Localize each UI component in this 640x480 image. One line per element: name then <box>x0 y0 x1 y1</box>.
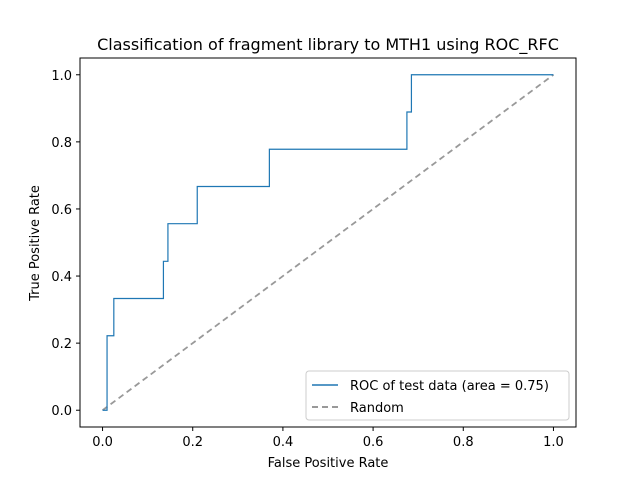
legend-label-random: Random <box>350 401 404 416</box>
legend: ROC of test data (area = 0.75) Random <box>305 370 570 421</box>
legend-box <box>305 370 570 421</box>
x-tick-label: 0.0 <box>92 435 113 450</box>
y-axis-ticks: 0.0 0.2 0.4 0.6 0.8 1.0 <box>51 69 80 419</box>
axes-frame <box>79 57 577 428</box>
x-axis-ticks: 0.0 0.2 0.4 0.6 0.8 1.0 <box>92 427 564 450</box>
y-tick-label: 0.6 <box>51 203 72 218</box>
x-tick-label: 0.4 <box>273 435 294 450</box>
x-tick-label: 0.8 <box>453 435 474 450</box>
series-line-roc <box>102 74 554 411</box>
series-line-random <box>102 74 554 411</box>
x-tick-label: 1.0 <box>543 435 564 450</box>
y-tick-label: 0.4 <box>51 270 72 285</box>
x-tick-label: 0.6 <box>363 435 384 450</box>
y-axis-label: True Positive Rate <box>28 185 43 302</box>
x-tick-label: 0.2 <box>182 435 203 450</box>
chart-title: Classification of fragment library to MT… <box>97 35 559 55</box>
y-tick-label: 0.8 <box>51 136 72 151</box>
y-tick-label: 1.0 <box>51 69 72 84</box>
y-tick-label: 0.2 <box>51 337 72 352</box>
plot-area <box>102 74 554 411</box>
legend-label-roc: ROC of test data (area = 0.75) <box>350 379 549 394</box>
y-tick-label: 0.0 <box>51 404 72 419</box>
x-axis-label: False Positive Rate <box>268 456 389 471</box>
